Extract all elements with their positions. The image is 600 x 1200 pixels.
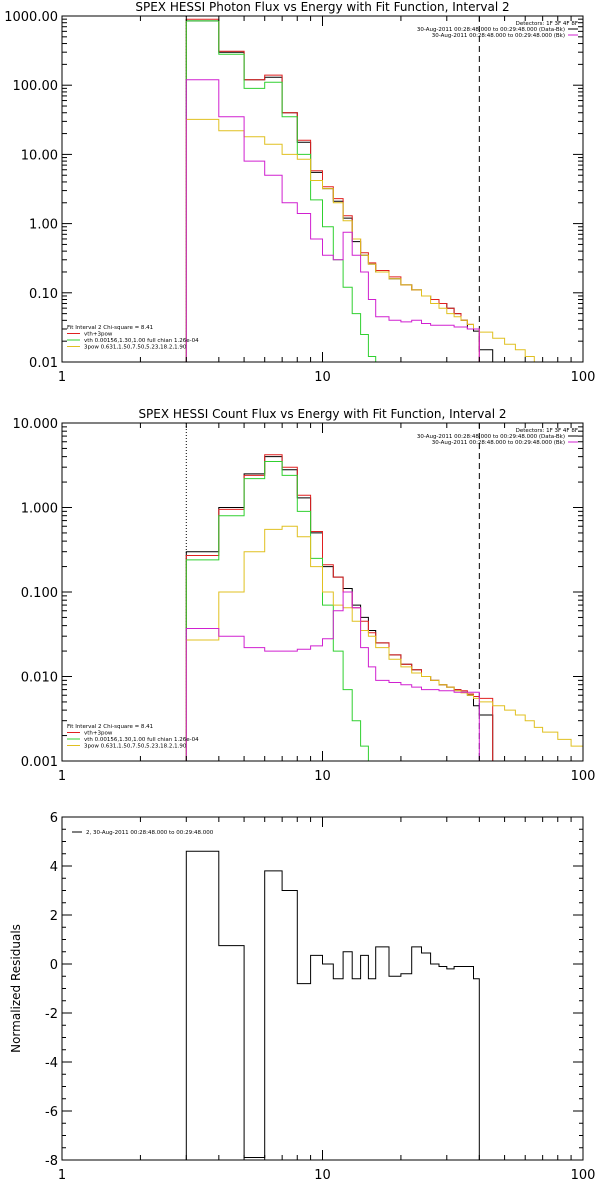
x-tick-label: 10 [314,1168,331,1183]
series-3pow [185,525,583,761]
plot-frame [61,816,584,1161]
plot-title: SPEX HESSI Photon Flux vs Energy with Fi… [135,0,509,14]
x-tick-label: 1 [58,370,66,385]
y-tick-label: 4 [50,860,58,875]
x-tick-label: 10 [314,370,331,385]
legend-right-entry: 30-Aug-2011 00:28:48.000 to 00:29:48.000… [417,27,565,33]
legend-left-entry: vth+3pow [84,731,113,737]
legend-right-entry: 30-Aug-2011 00:28:48.000 to 00:29:48.000… [432,440,565,446]
data-group [185,850,480,1160]
legend-left-entry: vth+3pow [84,332,113,338]
data-group [185,16,544,362]
y-tick-label: 1.000 [21,502,58,517]
y-tick-label: 0.01 [29,356,58,371]
series-2-30-aug-2011-00-28-48-000-to-00-29-48-000 [185,850,480,1160]
y-tick-label: 2 [50,909,58,924]
legend-left-entry: vth 0.00156,1.30,1.00 full chian 1.26e-0… [84,338,199,344]
y-tick-label: 0.010 [21,671,58,686]
y-tick-label: 0 [50,958,58,973]
legend-left-entry: vth 0.00156,1.30,1.00 full chian 1.26e-0… [84,737,199,743]
y-tick-label: -2 [45,1007,58,1022]
y-tick-label: -6 [45,1105,58,1120]
legend-entry: 2, 30-Aug-2011 00:28:48.000 to 00:29:48.… [86,830,214,836]
plot-panel-2: 1 10 100 0.001 0.010 0.100 1.000 10.000 SPEX HES… [13,407,596,784]
y-tick-label: 10.000 [13,417,59,432]
plot-title: SPEX HESSI Count Flux vs Energy with Fit… [138,407,506,421]
x-tick-label: 1 [58,769,66,784]
y-tick-label: 1.00 [29,218,58,233]
y-tick-label: 6 [50,811,58,826]
series-bk [185,79,480,362]
legend-right-entry: 30-Aug-2011 00:28:48.000 to 00:29:48.000… [417,434,565,440]
series-3pow [185,118,544,362]
series-vth [185,20,377,362]
series-bk [185,591,480,761]
plot-panel-1: 1 10 100 0.01 0.10 1.00 10.00 100.00 1000.00 SPEX… [4,0,596,385]
y-tick-label: 100.00 [13,79,59,94]
legend-right-entry: Detectors: 1F 3F 4F 8F [516,428,578,434]
y-axis-label: Normalized Residuals [9,924,23,1053]
x-tick-label: 1 [58,1168,66,1183]
y-tick-label: 0.100 [21,586,58,601]
series-vth [185,461,377,761]
legend-left-entry: Fit Interval 2 Chi-square = 8.41 [67,325,153,331]
legend-left-entry: 3pow 0.631,1.50,7.50,5.23,18.2,1.90 [84,345,187,351]
y-tick-label: -8 [45,1154,58,1169]
x-tick-label: 10 [314,769,331,784]
series-data [185,456,494,761]
y-tick-label: -4 [45,1056,58,1071]
legend-left-entry: Fit Interval 2 Chi-square = 8.41 [67,724,153,730]
y-tick-label: 0.10 [29,287,58,302]
x-tick-label: 100 [571,370,596,385]
legend-left-entry: 3pow 0.631,1.50,7.50,5.23,18.2,1.90 [84,744,187,750]
y-tick-label: 10.00 [21,148,58,163]
series-data [185,20,494,362]
legend-right-entry: 30-Aug-2011 00:28:48.000 to 00:29:48.000… [432,33,565,39]
data-group [185,423,583,761]
series-vth-3pow [185,454,494,761]
y-tick-label: 1000.00 [4,10,58,25]
plot-panel-3: 1 10 100 -8 -6 -4 -2 0 2 4 6 Normalized Residuals 2,… [9,811,596,1183]
legend-right-entry: Detectors: 1F 3F 4F 8F [516,21,578,27]
series-vth-3pow [185,18,494,362]
x-tick-label: 100 [571,1168,596,1183]
x-tick-label: 100 [571,769,596,784]
y-tick-label: 0.001 [21,755,58,770]
